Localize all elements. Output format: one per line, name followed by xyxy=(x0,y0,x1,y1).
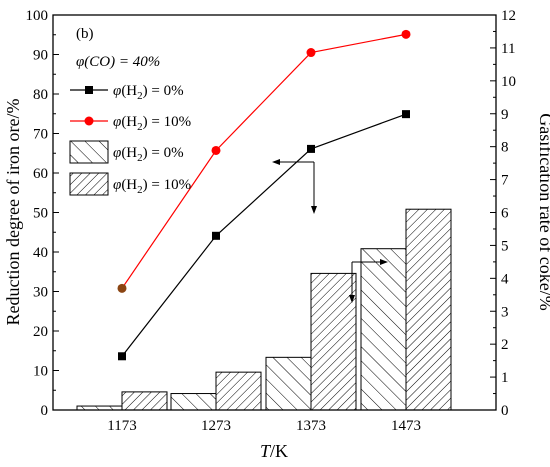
line-layer xyxy=(117,29,411,361)
bar-h2-10-1273 xyxy=(215,371,262,411)
x-axis-label: T/K xyxy=(260,441,288,461)
point-h2-10-1373 xyxy=(306,48,316,58)
condition-label: φ(CO) = 40% xyxy=(76,54,160,70)
right-tick-label: 0 xyxy=(501,403,509,419)
left-axis: 0 10 20 30 40 50 60 70 80 90 100 xyxy=(26,8,59,419)
bar-h2-0-1373 xyxy=(265,356,312,411)
point-h2-0-1173 xyxy=(118,352,126,361)
point-h2-10-1273 xyxy=(211,145,221,155)
x-tick-label: 1273 xyxy=(201,418,231,434)
right-tick-label: 4 xyxy=(501,271,509,287)
x-axis: 1173 1273 1373 1473 xyxy=(107,404,421,434)
bar-layer xyxy=(76,208,452,411)
legend: φ(H2) = 0% φ(H2) = 10% φ(H2) = 0% φ(H2) = 1… xyxy=(69,83,191,196)
right-arrow-annotation xyxy=(349,259,388,303)
left-arrow-annotation xyxy=(272,159,317,214)
line-series-h2-0 xyxy=(121,113,407,357)
right-tick-label: 1 xyxy=(501,370,509,386)
legend-item-2-label: φ(H2) = 10% xyxy=(113,114,191,133)
bar-h2-10-1473 xyxy=(405,208,452,411)
legend-item-2-marker xyxy=(84,116,94,126)
y-axis-label-left: Reduction degree of iron ore/% xyxy=(3,99,23,326)
legend-item-4-swatch xyxy=(69,172,109,196)
left-tick-label: 40 xyxy=(33,245,48,261)
right-tick-label: 9 xyxy=(501,107,509,123)
legend-item-3: φ(H2) = 0% xyxy=(69,140,184,164)
legend-item-4: φ(H2) = 10% xyxy=(69,172,191,196)
x-tick-label: 1173 xyxy=(107,418,136,434)
point-h2-10-1473 xyxy=(401,29,411,39)
right-tick-label: 8 xyxy=(501,140,509,156)
legend-item-3-swatch xyxy=(69,140,109,164)
legend-item-4-label: φ(H2) = 10% xyxy=(113,177,191,196)
point-h2-10-1173 xyxy=(117,283,127,293)
right-tick-label: 7 xyxy=(501,173,509,189)
right-tick-label: 3 xyxy=(501,304,509,320)
line-series-h2-10 xyxy=(121,33,407,289)
left-tick-label: 10 xyxy=(33,364,48,380)
left-tick-label: 30 xyxy=(33,285,48,301)
left-tick-label: 20 xyxy=(33,324,48,340)
left-tick-label: 70 xyxy=(33,127,48,143)
left-tick-label: 90 xyxy=(33,48,48,64)
legend-item-1-label: φ(H2) = 0% xyxy=(113,83,184,102)
panel-label: (b) xyxy=(76,26,94,42)
point-h2-0-1373 xyxy=(307,144,315,153)
y-axis-label-right: Gasification rate of coke/% xyxy=(536,113,550,310)
point-h2-0-1473 xyxy=(402,110,410,119)
bar-h2-10-1173 xyxy=(121,391,168,411)
right-tick-label: 2 xyxy=(501,337,509,353)
left-tick-label: 60 xyxy=(33,166,48,182)
left-tick-label: 50 xyxy=(33,206,48,222)
legend-item-1: φ(H2) = 0% xyxy=(70,83,184,102)
right-tick-label: 10 xyxy=(501,74,516,90)
x-tick-label: 1473 xyxy=(391,418,421,434)
bar-h2-0-1473 xyxy=(360,248,407,411)
right-tick-label: 6 xyxy=(501,206,509,222)
right-tick-label: 12 xyxy=(501,8,516,24)
left-tick-label: 100 xyxy=(26,8,49,24)
x-tick-label: 1373 xyxy=(296,418,326,434)
bar-h2-0-1273 xyxy=(170,393,217,411)
legend-item-2: φ(H2) = 10% xyxy=(70,114,191,133)
right-tick-label: 5 xyxy=(501,238,509,254)
point-h2-0-1273 xyxy=(212,231,220,240)
legend-item-1-marker xyxy=(85,86,93,94)
legend-item-3-label: φ(H2) = 0% xyxy=(113,145,184,164)
right-tick-label: 11 xyxy=(501,41,515,57)
bar-h2-10-1373 xyxy=(310,272,357,411)
left-tick-label: 80 xyxy=(33,87,48,103)
left-tick-label: 0 xyxy=(41,403,49,419)
